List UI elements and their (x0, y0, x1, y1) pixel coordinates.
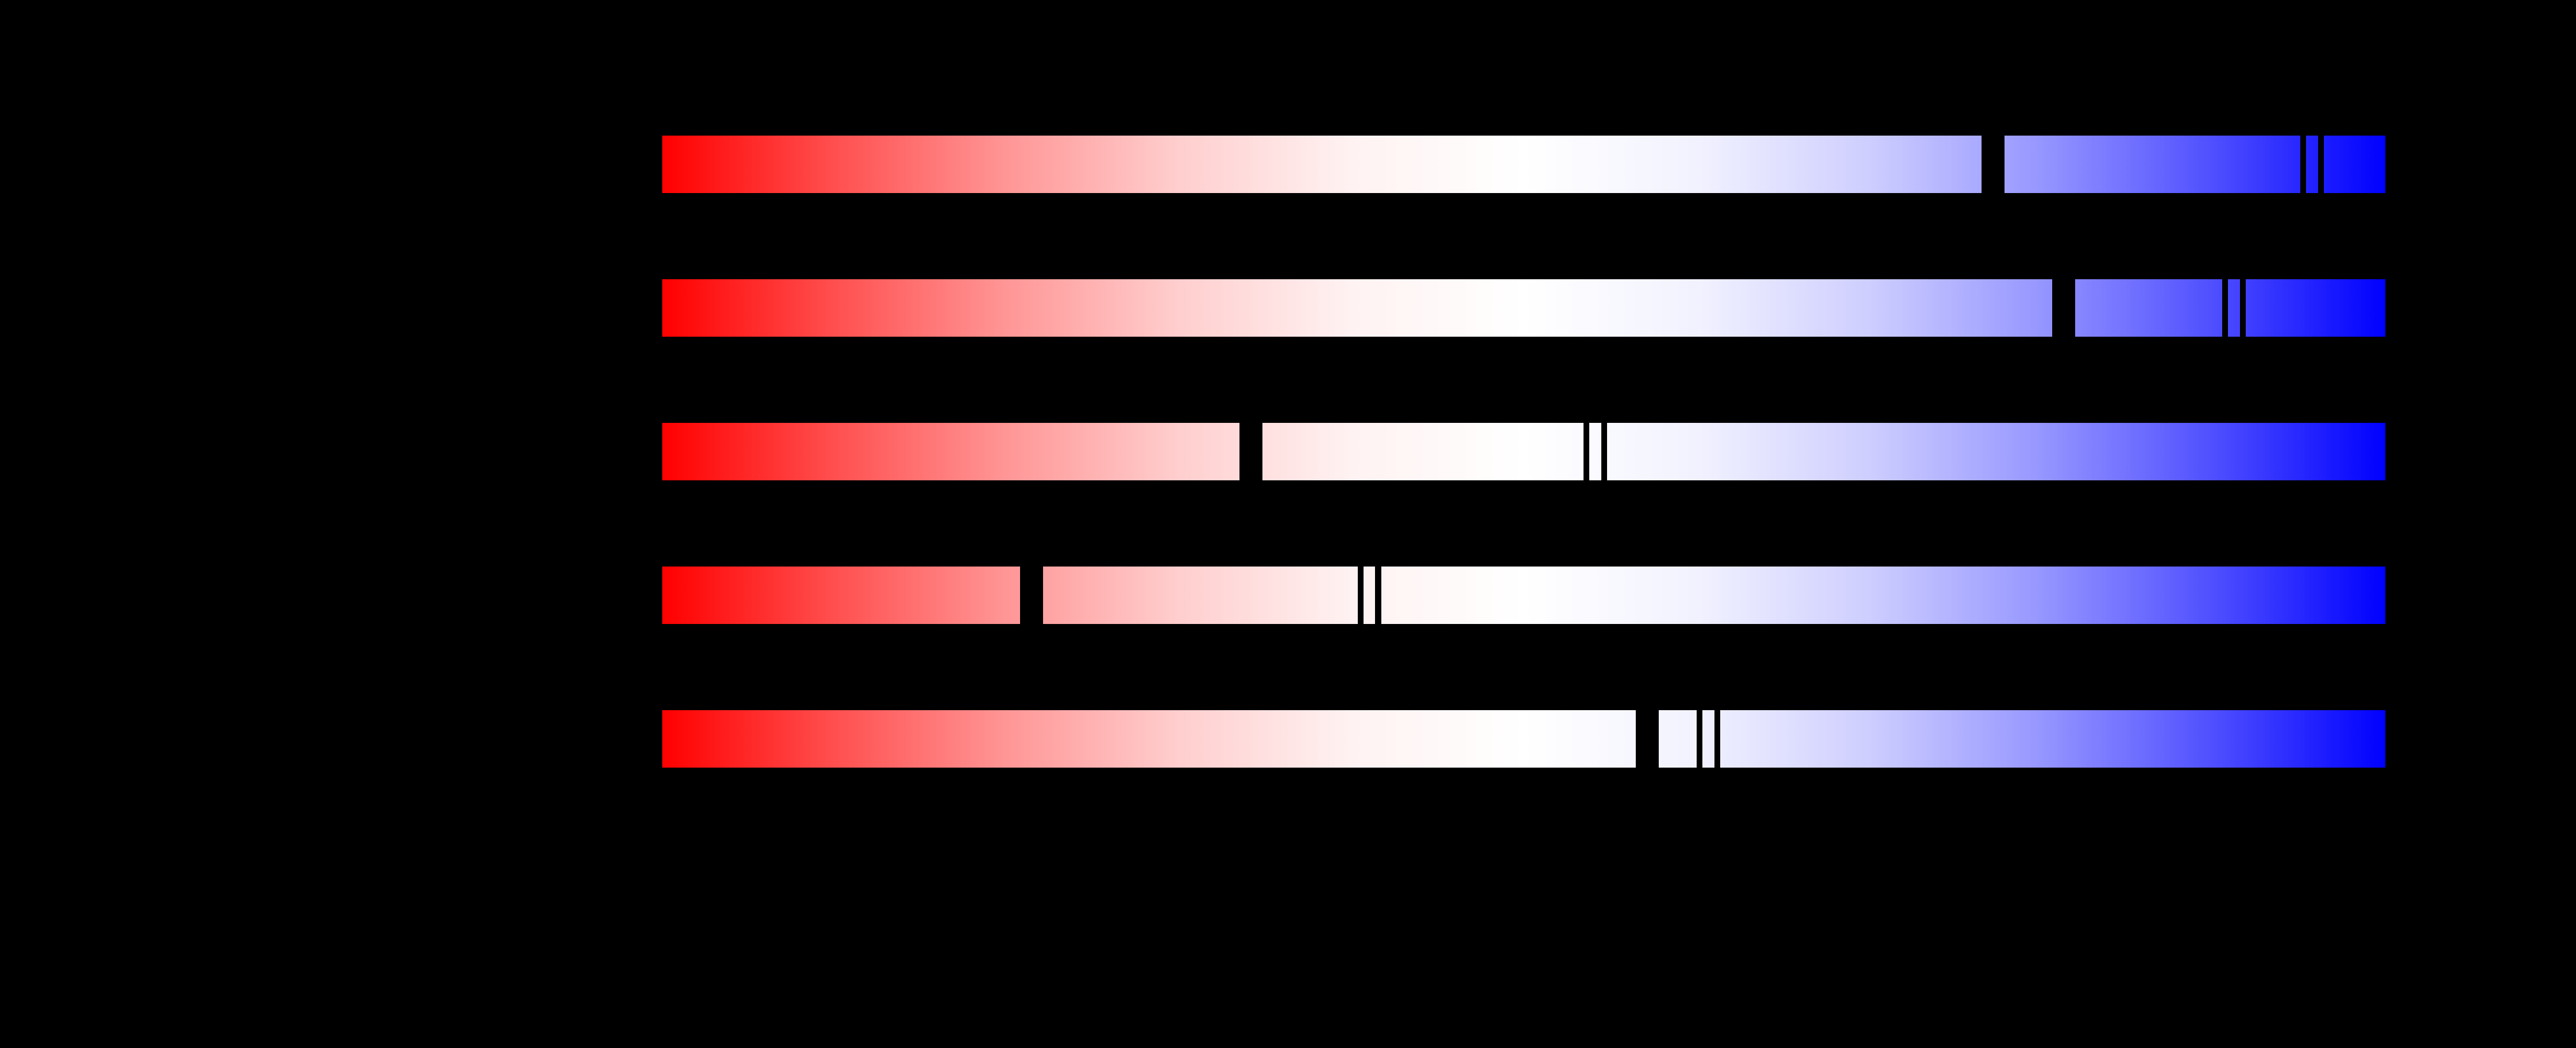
event-tick-thin (1601, 423, 1607, 480)
event-tick-thin (2300, 136, 2306, 193)
event-tick-thin (2240, 279, 2246, 337)
event-tick-thin (1375, 567, 1381, 624)
event-tick-thin (1584, 423, 1589, 480)
gradient-bar-row-5 (662, 710, 2385, 768)
event-tick-thin (1358, 567, 1364, 624)
event-tick-wide (2052, 279, 2075, 337)
gradient-bar-row-3 (662, 423, 2385, 480)
gradient-bar-row-4 (662, 567, 2385, 624)
event-tick-wide (1636, 710, 1659, 768)
event-tick-thin (1714, 710, 1720, 768)
gradient-bar-row-1 (662, 136, 2385, 193)
event-tick-thin (2222, 279, 2228, 337)
event-tick-thin (1697, 710, 1702, 768)
event-tick-thin (2318, 136, 2324, 193)
gradient-bar-row-2 (662, 279, 2385, 337)
event-tick-wide (1239, 423, 1262, 480)
event-tick-wide (1020, 567, 1043, 624)
event-tick-wide (1982, 136, 2005, 193)
